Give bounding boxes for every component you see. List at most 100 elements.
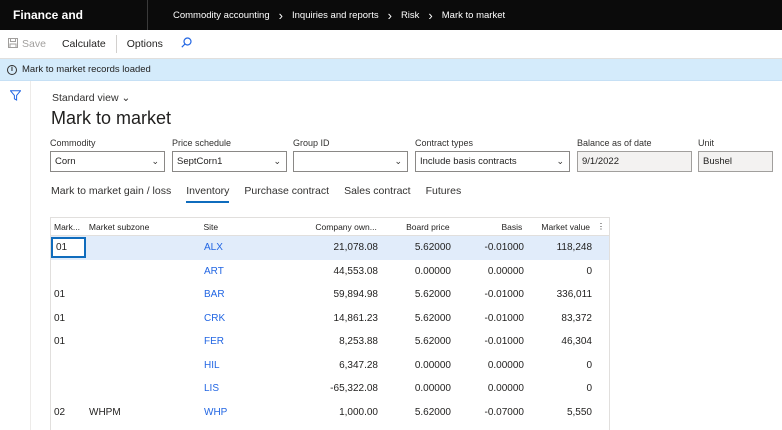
chevron-down-icon[interactable]: ⌄ bbox=[556, 156, 564, 166]
cell-board-price: 0.00000 bbox=[414, 265, 451, 277]
filter-icon[interactable] bbox=[9, 90, 22, 104]
breadcrumb-item-risk[interactable]: Risk bbox=[400, 9, 420, 21]
calculate-button[interactable]: Calculate bbox=[54, 30, 114, 59]
search-icon[interactable] bbox=[171, 37, 202, 51]
grid-header: Mark... Market subzone Site Company own.… bbox=[51, 218, 609, 236]
cell-board-price: 5.62000 bbox=[414, 406, 451, 418]
cell-market-value: 0 bbox=[586, 359, 592, 371]
filter-rail bbox=[0, 81, 31, 430]
cell-market[interactable]: 01 bbox=[54, 312, 66, 324]
cell-site[interactable]: LIS bbox=[204, 383, 220, 395]
breadcrumb-item-mark-to-market[interactable]: Mark to market bbox=[441, 9, 506, 21]
table-row[interactable]: 01 BAR 59,894.98 5.62000 -0.01000 336,011 bbox=[51, 283, 609, 307]
cell-board-price: 5.62000 bbox=[414, 336, 451, 348]
cell-site[interactable]: ALX bbox=[204, 242, 223, 254]
table-row[interactable]: LIS -65,322.08 0.00000 0.00000 0 bbox=[51, 377, 609, 401]
cell-company-owned: 59,894.98 bbox=[333, 289, 379, 301]
tab-inventory[interactable]: Inventory bbox=[186, 185, 230, 203]
cell-board-price: 5.62000 bbox=[414, 242, 451, 254]
cell-board-price: 5.62000 bbox=[414, 289, 451, 301]
save-label: Save bbox=[22, 38, 46, 50]
cell-basis: -0.07000 bbox=[484, 406, 524, 418]
cell-site[interactable]: HIL bbox=[204, 359, 220, 371]
contract-types-label: Contract types bbox=[415, 138, 474, 148]
table-row[interactable]: ART 44,553.08 0.00000 0.00000 0 bbox=[51, 260, 609, 284]
commodity-field: Commodity Corn ⌄ bbox=[50, 138, 165, 172]
column-header-company-owned[interactable]: Company own... bbox=[315, 221, 377, 232]
cell-company-owned: 1,000.00 bbox=[339, 406, 378, 418]
commodity-value: Corn bbox=[55, 156, 76, 167]
column-header-board-price[interactable]: Board price bbox=[406, 221, 450, 232]
cell-site[interactable]: CRK bbox=[204, 312, 226, 324]
message-bar: i Mark to market records loaded bbox=[0, 59, 782, 81]
column-header-site[interactable]: Site bbox=[203, 221, 219, 232]
cell-site[interactable]: BAR bbox=[204, 289, 225, 301]
cell-basis: 0.00000 bbox=[487, 383, 524, 395]
cell-company-owned: 21,078.08 bbox=[333, 242, 379, 254]
balance-date-label: Balance as of date bbox=[577, 138, 652, 148]
cell-board-price: 0.00000 bbox=[414, 359, 451, 371]
commodity-select[interactable]: Corn ⌄ bbox=[50, 151, 165, 172]
chevron-down-icon[interactable]: ⌄ bbox=[273, 156, 281, 166]
column-header-market-subzone[interactable]: Market subzone bbox=[88, 221, 150, 232]
commodity-label: Commodity bbox=[50, 138, 96, 148]
more-vertical-icon[interactable]: ⋮ bbox=[596, 221, 606, 231]
tab-purchase-contract[interactable]: Purchase contract bbox=[244, 185, 330, 197]
message-text: Mark to market records loaded bbox=[22, 64, 151, 75]
tab-mark-to-market-gain-loss[interactable]: Mark to market gain / loss bbox=[51, 185, 172, 197]
table-row[interactable]: 01 FER 8,253.88 5.62000 -0.01000 46,304 bbox=[51, 330, 609, 354]
tab-futures[interactable]: Futures bbox=[425, 185, 462, 197]
unit-field: Unit Bushel bbox=[698, 138, 773, 172]
column-header-market-value[interactable]: Market value bbox=[541, 221, 591, 232]
balance-date-input: 9/1/2022 bbox=[577, 151, 692, 172]
cell-market-value: 336,011 bbox=[556, 289, 592, 301]
unit-label: Unit bbox=[698, 138, 715, 148]
price-schedule-select[interactable]: SeptCorn1 ⌄ bbox=[172, 151, 287, 172]
table-row[interactable]: 02 WHPM WHP 1,000.00 5.62000 -0.07000 5,550 bbox=[51, 401, 609, 425]
app-title[interactable]: Finance and Operations bbox=[0, 0, 148, 52]
cell-market[interactable]: 02 bbox=[54, 406, 66, 418]
chevron-down-icon: ⌄ bbox=[121, 92, 131, 104]
cell-market[interactable]: 01 bbox=[54, 289, 66, 301]
cell-site[interactable]: ART bbox=[204, 265, 224, 277]
view-selector[interactable]: Standard view ⌄ bbox=[52, 92, 130, 104]
cell-site[interactable]: WHP bbox=[204, 406, 228, 418]
chevron-down-icon[interactable]: ⌄ bbox=[394, 156, 402, 166]
table-row[interactable]: 01 CRK 14,861.23 5.62000 -0.01000 83,372 bbox=[51, 307, 609, 331]
cell-basis: -0.01000 bbox=[484, 242, 524, 254]
tab-sales-contract[interactable]: Sales contract bbox=[344, 185, 411, 197]
cell-basis: -0.01000 bbox=[484, 336, 524, 348]
breadcrumb-item-inquiries-and-reports[interactable]: Inquiries and reports bbox=[291, 9, 379, 21]
chevron-right-icon: › bbox=[278, 7, 283, 23]
cell-market[interactable]: 01 bbox=[54, 336, 66, 348]
table-row[interactable]: 01 ALX 21,078.08 5.62000 -0.01000 118,248 bbox=[51, 236, 609, 260]
group-id-select[interactable]: ⌄ bbox=[293, 151, 408, 172]
save-button[interactable]: Save bbox=[0, 30, 54, 59]
cell-market[interactable]: 01 bbox=[51, 237, 86, 259]
unit-input: Bushel bbox=[698, 151, 773, 172]
cell-board-price: 0.00000 bbox=[414, 383, 451, 395]
price-schedule-value: SeptCorn1 bbox=[177, 156, 223, 167]
group-id-field: Group ID ⌄ bbox=[293, 138, 408, 172]
save-icon bbox=[8, 37, 18, 51]
contract-types-select[interactable]: Include basis contracts ⌄ bbox=[415, 151, 570, 172]
inventory-grid: Mark... Market subzone Site Company own.… bbox=[50, 217, 610, 430]
cell-market-subzone: WHPM bbox=[89, 406, 121, 418]
unit-value: Bushel bbox=[703, 156, 733, 167]
cell-site[interactable]: FER bbox=[204, 336, 224, 348]
table-row[interactable]: HIL 6,347.28 0.00000 0.00000 0 bbox=[51, 354, 609, 378]
chevron-down-icon[interactable]: ⌄ bbox=[151, 156, 159, 166]
column-header-basis[interactable]: Basis bbox=[501, 221, 523, 232]
contract-types-value: Include basis contracts bbox=[420, 156, 517, 167]
info-icon: i bbox=[7, 64, 17, 75]
cell-board-price: 5.62000 bbox=[414, 312, 451, 324]
chevron-right-icon: › bbox=[428, 7, 433, 23]
price-schedule-label: Price schedule bbox=[172, 138, 232, 148]
options-button[interactable]: Options bbox=[119, 30, 171, 59]
breadcrumb: Commodity accounting › Inquiries and rep… bbox=[148, 9, 505, 22]
action-pane: Save Calculate Options bbox=[0, 30, 782, 59]
top-nav-bar: Finance and Operations Commodity account… bbox=[0, 0, 782, 52]
breadcrumb-item-commodity-accounting[interactable]: Commodity accounting bbox=[173, 9, 270, 21]
column-header-market[interactable]: Mark... bbox=[54, 221, 80, 232]
cell-basis: 0.00000 bbox=[487, 265, 524, 277]
